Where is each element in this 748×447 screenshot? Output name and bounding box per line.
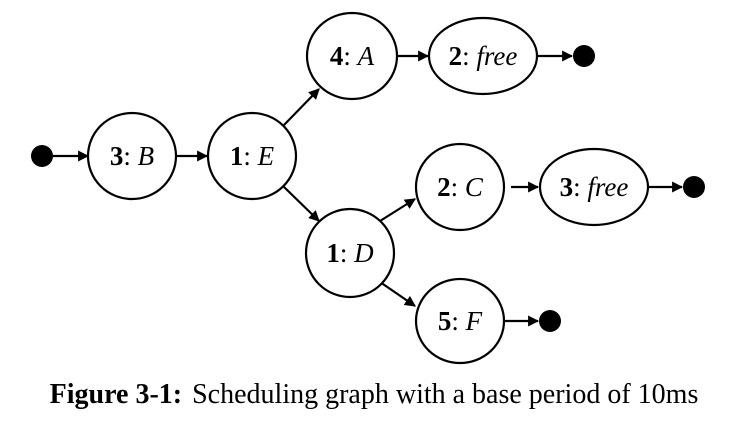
node-task: F xyxy=(465,306,483,336)
node-task: D xyxy=(353,238,374,268)
node-weight: 2 xyxy=(437,172,451,202)
svg-text:4: A: 4: A xyxy=(330,41,375,71)
node-E: 1: E xyxy=(206,111,298,201)
figure-label: Figure 3-1: xyxy=(49,379,183,410)
node-weight: 2 xyxy=(449,41,463,71)
node-weight: 1 xyxy=(326,238,340,268)
node-task: free xyxy=(476,41,517,71)
node-weight: 3 xyxy=(110,141,124,171)
node-free-1: 2: free xyxy=(427,16,539,96)
edge-E-A xyxy=(283,88,320,126)
figure-caption-text: Scheduling graph with a base period of 1… xyxy=(192,379,699,410)
end-node-3 xyxy=(539,310,561,332)
svg-text:1: E: 1: E xyxy=(230,141,275,171)
node-task: C xyxy=(465,172,484,202)
node-weight: 4 xyxy=(330,41,344,71)
node-weight: 5 xyxy=(438,306,452,336)
svg-text:2: free: 2: free xyxy=(449,41,518,71)
node-D: 1: D xyxy=(304,207,396,299)
svg-text:2: C: 2: C xyxy=(437,172,484,202)
svg-text:5: F: 5: F xyxy=(438,306,483,336)
node-task: free xyxy=(587,172,628,202)
end-node-1 xyxy=(573,45,595,67)
edge-D-F xyxy=(379,281,416,307)
node-B: 3: B xyxy=(86,111,178,201)
node-weight: 3 xyxy=(560,172,574,202)
edge-D-C xyxy=(379,198,416,222)
node-weight: 1 xyxy=(230,141,244,171)
node-task: B xyxy=(138,141,155,171)
figure-caption: Figure 3-1: Scheduling graph with a base … xyxy=(0,378,748,412)
node-free-2: 3: free xyxy=(538,147,650,227)
node-task: E xyxy=(257,141,275,171)
edge-E-D xyxy=(283,186,320,222)
svg-text:3: B: 3: B xyxy=(110,141,154,171)
svg-text:3: free: 3: free xyxy=(560,172,629,202)
end-node-2 xyxy=(683,176,705,198)
svg-text:1: D: 1: D xyxy=(326,238,374,268)
node-A: 4: A xyxy=(305,11,399,101)
node-C: 2: C xyxy=(414,142,506,232)
start-node xyxy=(31,145,53,167)
node-F: 5: F xyxy=(414,277,506,365)
scheduling-graph: 3: B 1: E 4: A 2: free 1: D 2: C 3: free… xyxy=(31,11,705,365)
node-task: A xyxy=(356,41,375,71)
